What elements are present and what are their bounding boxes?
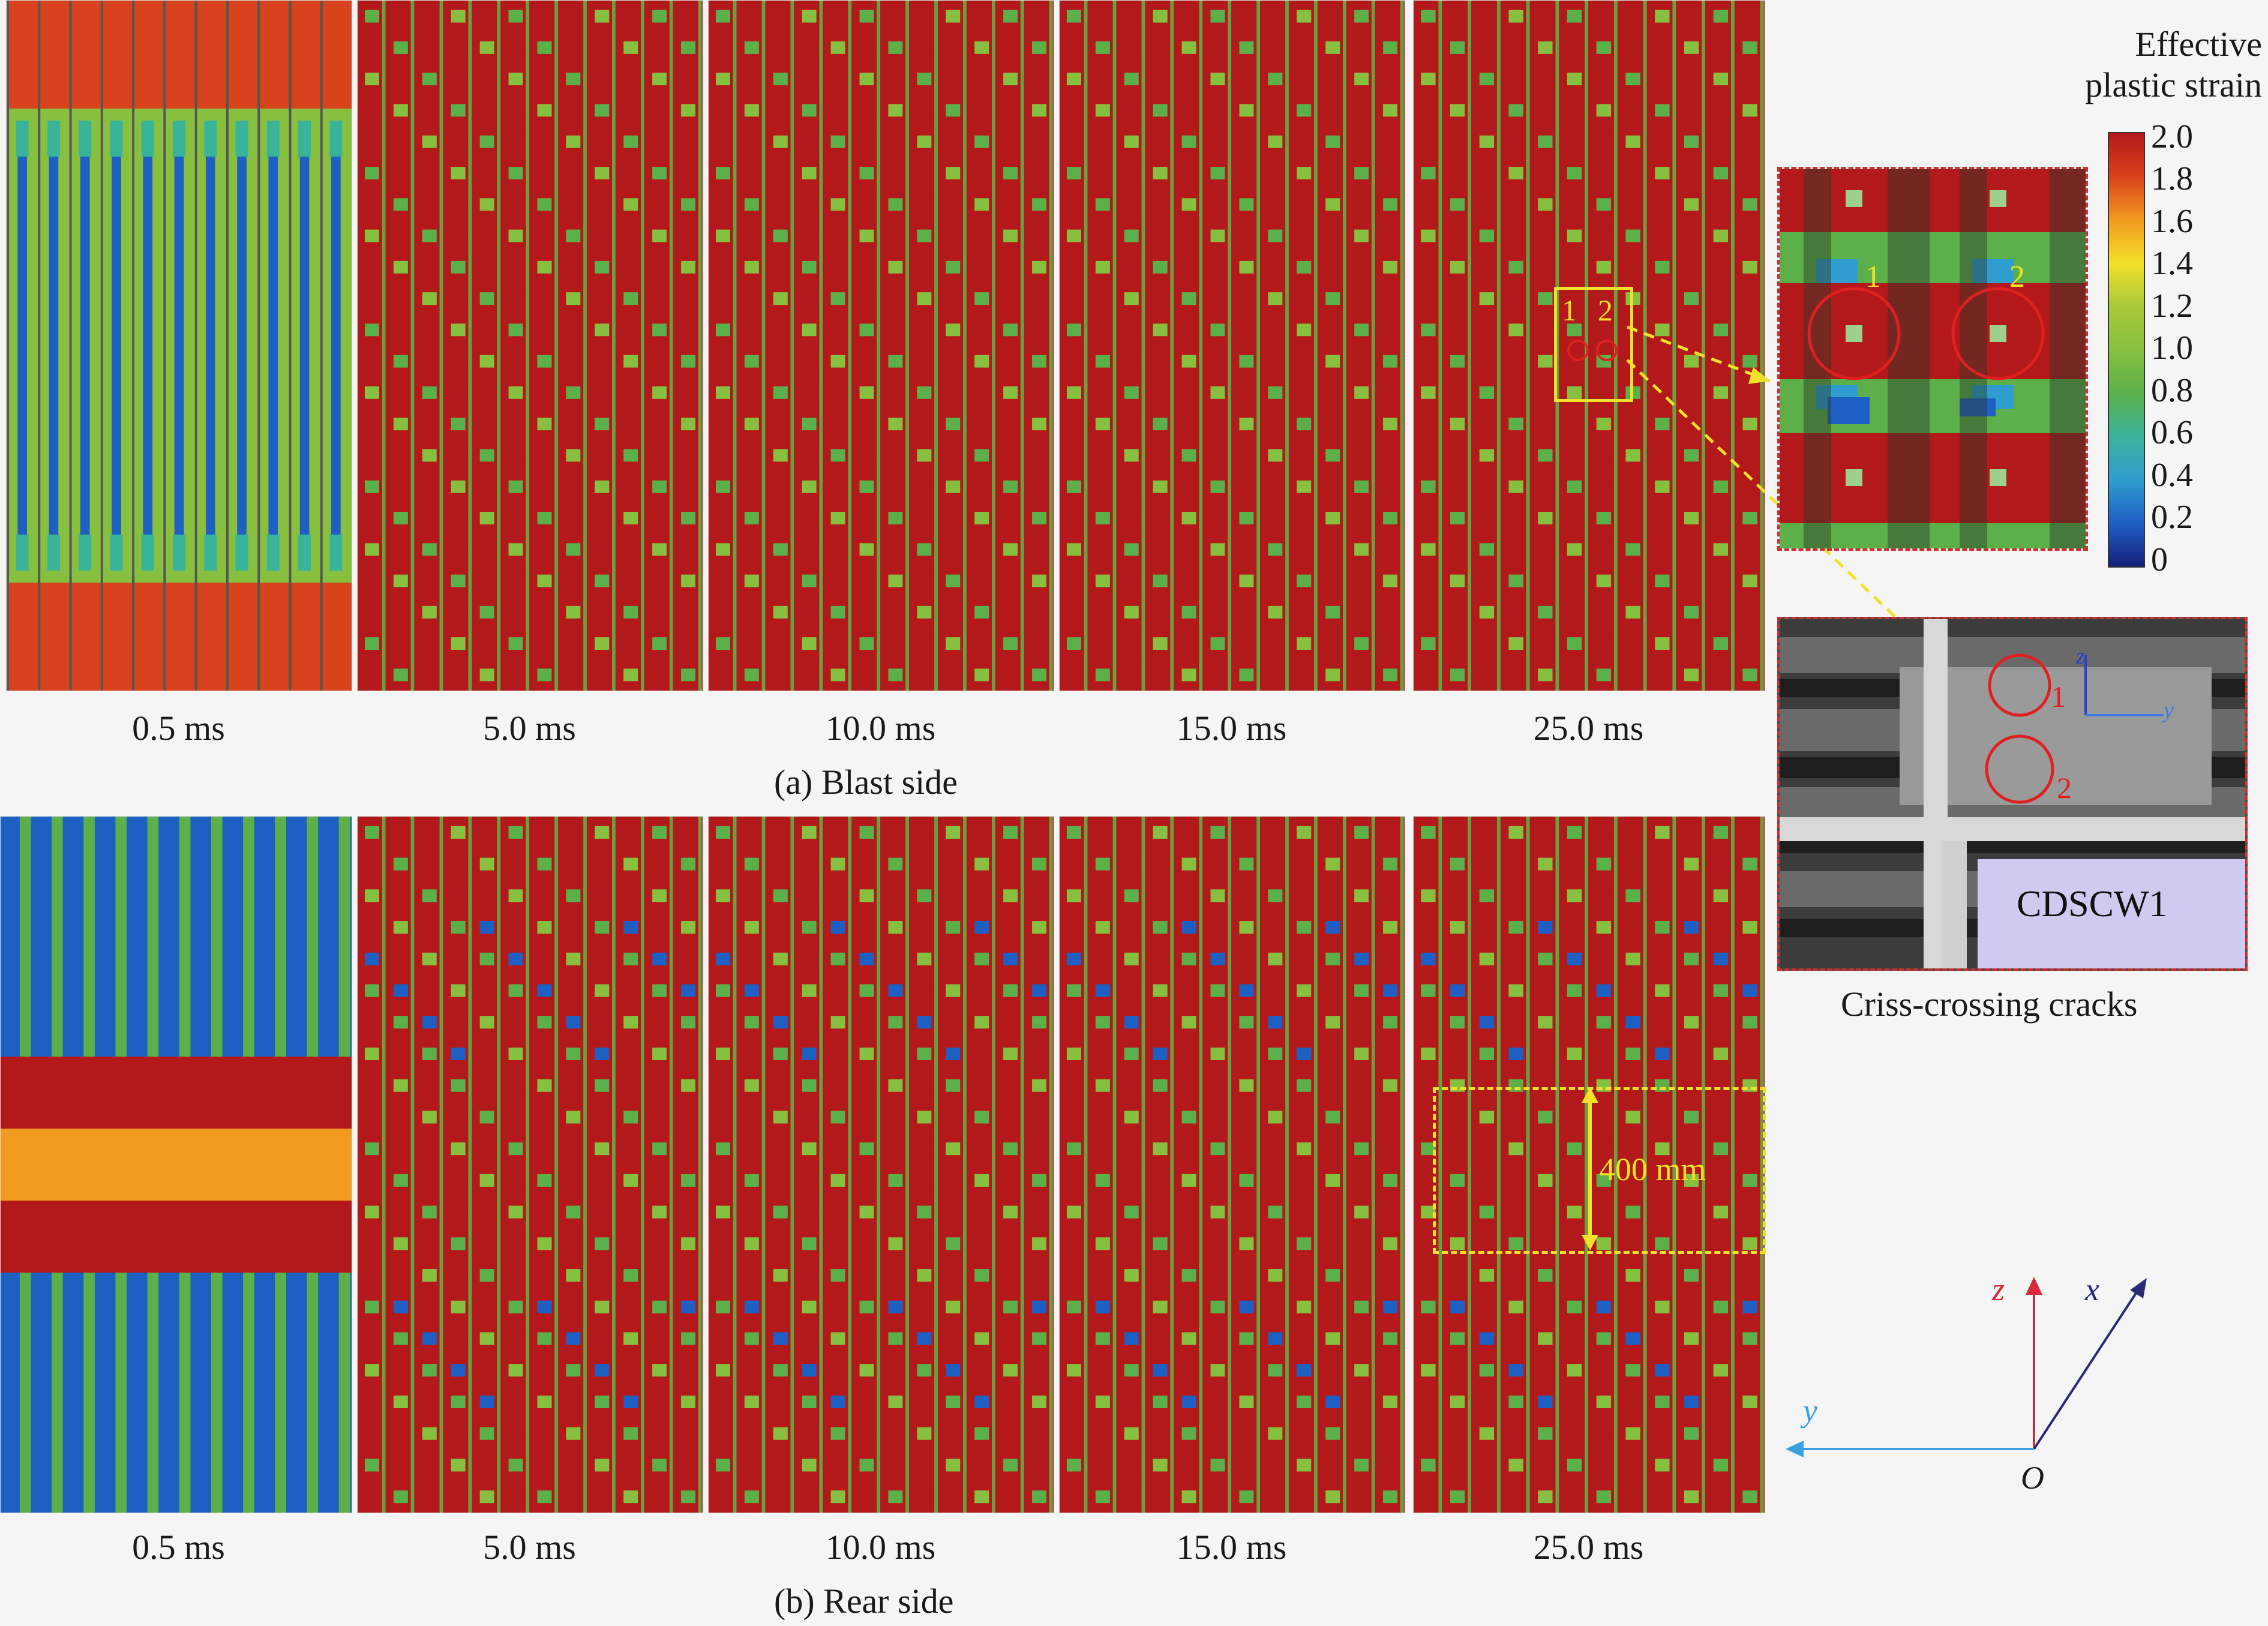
photo-crack-marker-1: 1: [2051, 680, 2066, 713]
strain-map: [1, 817, 352, 1513]
colorbar-tick: 1.0: [2151, 329, 2193, 367]
strain-map: [709, 1, 1054, 691]
crack-circle: [1596, 340, 1618, 361]
strain-map: [709, 817, 1054, 1513]
strain-map: [358, 1, 703, 691]
colorbar-tick: 1.2: [2151, 287, 2193, 325]
colorbar-tick: 0.4: [2151, 457, 2193, 494]
colorbar-tick: 0.2: [2151, 499, 2193, 536]
blast-panel-5ms: [357, 0, 703, 691]
photo-texture: [1780, 619, 2245, 968]
time-label: 10.0 ms: [825, 709, 936, 748]
coordinate-axes: [1786, 1277, 2147, 1457]
legend-title: Effective plastic strain: [2034, 24, 2262, 106]
time-label: 15.0 ms: [1176, 1528, 1287, 1567]
blast-panel-10ms: [708, 0, 1054, 691]
strain-map: [1060, 1, 1405, 691]
zoom-inset-map: [1780, 169, 2086, 548]
colorbar-tick: 0.8: [2151, 372, 2193, 409]
rear-panel-5ms: [357, 816, 703, 1513]
time-label: 10.0 ms: [825, 1528, 936, 1567]
time-label: 5.0 ms: [483, 1528, 576, 1567]
rear-panel-0.5ms: [0, 816, 352, 1513]
inset-marker-1: 1: [1865, 260, 1881, 294]
rear-panel-15ms: [1059, 816, 1405, 1513]
time-label: 15.0 ms: [1176, 709, 1287, 748]
rear-panel-10ms: [708, 816, 1054, 1513]
photo-axis-z: z: [2076, 644, 2085, 669]
specimen-label: CDSCW1: [2017, 884, 2168, 925]
strain-map: [358, 817, 703, 1513]
dimension-label: 400 mm: [1599, 1151, 1706, 1187]
axis-z-label: z: [1992, 1271, 2005, 1307]
crack-circle: [1567, 340, 1589, 361]
colorbar-tick: 1.8: [2151, 160, 2193, 197]
colorbar-tick: 0.6: [2151, 414, 2193, 451]
dimension-arrow: [1582, 1087, 1598, 1250]
legend-title-line1: Effective: [2135, 25, 2262, 64]
time-label: 25.0 ms: [1533, 709, 1644, 748]
axis-x-label: x: [2085, 1271, 2099, 1307]
colorbar-tick: 1.4: [2151, 245, 2193, 282]
colorbar-tick: 0: [2151, 541, 2168, 578]
blast-panel-0.5ms: [6, 0, 352, 691]
caption-blast-side: (a) Blast side: [774, 763, 958, 802]
axis-origin-label: O: [2021, 1460, 2044, 1496]
colorbar: [2108, 132, 2145, 568]
time-label: 0.5 ms: [132, 709, 225, 748]
time-label: 0.5 ms: [132, 1528, 225, 1567]
strain-map: [7, 1, 352, 691]
inset-marker-2: 2: [2009, 260, 2025, 294]
blast-panel-15ms: [1059, 0, 1405, 691]
photo-axis-y: y: [2164, 698, 2174, 723]
photo-crack-marker-2: 2: [2057, 771, 2072, 805]
time-label: 5.0 ms: [483, 709, 576, 748]
caption-rear-side: (b) Rear side: [774, 1582, 954, 1621]
legend-title-line2: plastic strain: [2085, 65, 2262, 104]
zoom-inset: 1 2: [1777, 167, 2088, 551]
photo-caption: Criss-crossing cracks: [1841, 985, 2138, 1024]
zoom-marker-1: 1: [1562, 293, 1577, 327]
colorbar-tick: 2.0: [2151, 118, 2193, 155]
strain-map: [1060, 817, 1405, 1513]
specimen-photo: 1 2 z y CDSCW1: [1777, 617, 2248, 971]
colorbar-tick: 1.6: [2151, 203, 2193, 240]
time-label: 25.0 ms: [1533, 1528, 1644, 1567]
zoom-region-box: [1554, 287, 1633, 402]
dimension-box: [1433, 1087, 1766, 1254]
zoom-marker-2: 2: [1598, 293, 1613, 327]
axis-y-label: y: [1803, 1393, 1817, 1429]
